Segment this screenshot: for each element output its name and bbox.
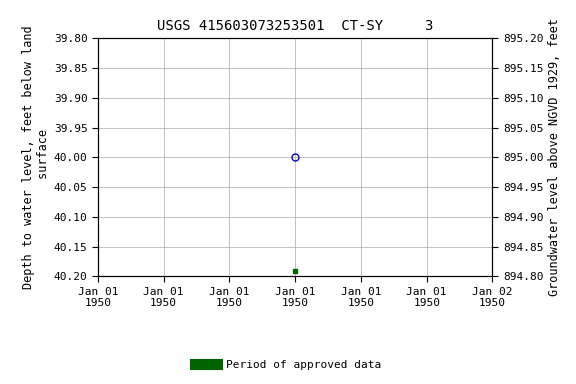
Legend: Period of approved data: Period of approved data xyxy=(191,356,385,375)
Y-axis label: Depth to water level, feet below land
 surface: Depth to water level, feet below land su… xyxy=(21,26,50,289)
Title: USGS 415603073253501  CT-SY     3: USGS 415603073253501 CT-SY 3 xyxy=(157,19,433,33)
Y-axis label: Groundwater level above NGVD 1929, feet: Groundwater level above NGVD 1929, feet xyxy=(548,18,560,296)
